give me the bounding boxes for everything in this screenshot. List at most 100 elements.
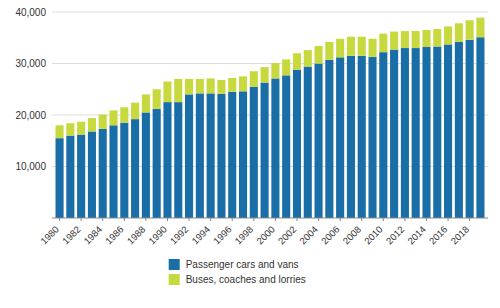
x-tick-label: 2004 [297, 224, 320, 247]
x-tick [189, 218, 190, 221]
bar-segment [347, 37, 355, 56]
legend-label: Buses, coaches and lorries [186, 274, 306, 285]
grid-line [52, 12, 488, 13]
bar-segment [217, 80, 225, 94]
x-tick-label: 1984 [81, 224, 104, 247]
bar-segment [131, 103, 139, 119]
bar-segment [368, 57, 376, 218]
x-tick-label: 1990 [146, 224, 169, 247]
bar-segment [131, 119, 139, 218]
bar-segment [455, 23, 463, 42]
chart: 10,000 20,000 30,000 40,000 1980198219841986… [0, 0, 500, 308]
bar-segment [99, 129, 107, 218]
bar-segment [293, 53, 301, 69]
bar-segment [379, 34, 387, 53]
x-tick [210, 218, 211, 221]
x-tick-label: 1988 [125, 224, 148, 247]
bar-segment [77, 122, 85, 135]
bar-segment [77, 135, 85, 218]
bar-segment [401, 48, 409, 218]
x-tick-label: 2000 [254, 224, 277, 247]
bar-segment [315, 64, 323, 219]
x-tick [448, 218, 449, 221]
x-tick-label: 2012 [384, 224, 407, 247]
x-axis-line [52, 218, 488, 219]
legend-swatch [169, 259, 180, 270]
y-tick-label: 10,000 [15, 161, 46, 172]
bar-segment [153, 89, 161, 109]
bar-segment [401, 31, 409, 48]
bar-segment [56, 138, 64, 218]
bar-segment [271, 78, 279, 218]
bar-segment [304, 50, 312, 66]
bars [56, 18, 485, 218]
bar-segment [433, 47, 441, 218]
x-tick-label: 1998 [232, 224, 255, 247]
x-tick [124, 218, 125, 221]
x-tick-label: 1986 [103, 224, 126, 247]
bar-segment [153, 109, 161, 218]
x-tick [296, 218, 297, 221]
bar-segment [271, 63, 279, 78]
bar-segment [250, 87, 258, 218]
x-tick-label: 1982 [60, 224, 83, 247]
x-tick-label: 2002 [276, 224, 299, 247]
bar-segment [422, 30, 430, 47]
bar-segment [66, 123, 74, 135]
bar-segment [88, 131, 96, 218]
bar-segment [207, 93, 215, 218]
x-tick [404, 218, 405, 221]
bar-segment [174, 79, 182, 102]
bar-segment [228, 92, 236, 218]
x-tick-label: 1994 [189, 224, 212, 247]
bar-segment [325, 42, 333, 60]
bar-segment [261, 83, 269, 218]
x-tick [318, 218, 319, 221]
x-tick [232, 218, 233, 221]
bar-segment [163, 82, 171, 103]
bar-segment [304, 67, 312, 218]
x-tick [81, 218, 82, 221]
y-tick-label: 20,000 [15, 110, 46, 121]
x-tick [426, 218, 427, 221]
x-tick-label: 1992 [168, 224, 191, 247]
x-tick [275, 218, 276, 221]
x-tick [253, 218, 254, 221]
legend-swatch [169, 274, 180, 285]
bar-segment [368, 39, 376, 57]
bar-segment [99, 114, 107, 128]
bar-segment [174, 102, 182, 218]
bar-segment [347, 56, 355, 218]
bar-segment [261, 67, 269, 82]
x-tick [102, 218, 103, 221]
bar-segment [466, 40, 474, 218]
bar-segment [185, 79, 193, 94]
bar-segment [412, 48, 420, 218]
bar-segment [455, 42, 463, 218]
bar-segment [315, 46, 323, 64]
bar-segment [422, 47, 430, 218]
legend: Passenger cars and vans Buses, coaches an… [169, 259, 306, 285]
bar-segment [412, 31, 420, 48]
bar-segment [217, 94, 225, 218]
x-tick-label: 1980 [38, 224, 61, 247]
x-tick [469, 218, 470, 221]
bar-segment [120, 107, 128, 122]
bar-segment [207, 78, 215, 93]
bar-segment [358, 56, 366, 218]
x-tick-label: 2016 [427, 224, 450, 247]
bar-segment [358, 37, 366, 56]
bar-segment [466, 20, 474, 40]
x-tick-label: 1996 [211, 224, 234, 247]
bar-segment [325, 60, 333, 218]
legend-label: Passenger cars and vans [186, 259, 299, 270]
bar-segment [142, 112, 150, 218]
bar-segment [379, 52, 387, 218]
bar-segment [390, 32, 398, 50]
bar-segment [239, 76, 247, 91]
bar-segment [142, 94, 150, 112]
bar-segment [390, 50, 398, 218]
x-tick-label: 2010 [362, 224, 385, 247]
y-tick-label: 40,000 [15, 7, 46, 18]
y-tick-label: 30,000 [15, 58, 46, 69]
